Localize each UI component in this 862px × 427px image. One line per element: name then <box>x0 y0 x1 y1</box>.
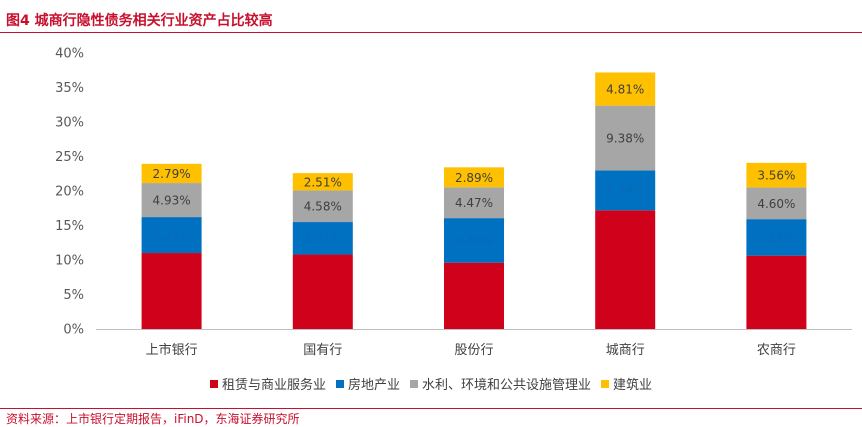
data-label: 4.81% <box>606 83 644 97</box>
legend-label: 水利、环境和公共设施管理业 <box>422 378 592 393</box>
bar-segment <box>444 218 504 263</box>
y-tick-label: 40% <box>55 47 84 62</box>
y-tick-label: 20% <box>55 185 84 200</box>
data-label: 4.47% <box>455 196 493 210</box>
data-label: 11.01% <box>149 285 195 299</box>
title-divider <box>0 32 862 33</box>
data-label: 10.63% <box>754 286 800 300</box>
bar-segment <box>292 254 353 329</box>
chart-legend: 租赁与商业服务业 房地产业 水利、环境和公共设施管理业 建筑业 <box>0 374 862 394</box>
y-tick-label: 15% <box>55 219 84 234</box>
bar-segment <box>444 262 504 329</box>
bar-segment <box>141 183 202 218</box>
bar-segment <box>444 187 504 219</box>
x-category-label: 国有行 <box>303 343 342 358</box>
bar-segment <box>292 173 353 191</box>
legend-item: 房地产业 <box>335 374 400 393</box>
data-label: 2.89% <box>455 171 493 185</box>
footer-divider <box>0 408 862 409</box>
bar-segment <box>746 187 807 220</box>
legend-swatch <box>410 379 418 388</box>
bar-segment <box>595 105 656 171</box>
bar-segment <box>141 253 202 329</box>
x-category-label: 股份行 <box>454 343 493 358</box>
bar-segment <box>444 167 504 188</box>
data-label: 3.56% <box>757 169 795 183</box>
data-label: 10.79% <box>300 285 346 299</box>
data-label: 4.58% <box>304 200 342 214</box>
y-tick-label: 10% <box>55 254 84 269</box>
y-tick-label: 30% <box>55 116 84 131</box>
y-tick-label: 5% <box>63 288 84 303</box>
legend-item: 建筑业 <box>601 374 652 393</box>
legend-label: 建筑业 <box>613 378 653 393</box>
data-label: 2.51% <box>304 175 342 189</box>
data-label: 4.60% <box>757 197 795 211</box>
data-label: 4.71% <box>304 232 342 246</box>
source-note: 资料来源：上市银行定期报告，iFinD，东海证券研究所 <box>6 412 300 426</box>
bar-segment <box>746 255 807 329</box>
legend-item: 租赁与商业服务业 <box>209 374 326 393</box>
y-tick-label: 0% <box>63 323 84 338</box>
data-label: 5.21% <box>153 229 191 243</box>
legend-label: 房地产业 <box>347 378 400 393</box>
data-label: 5.79% <box>606 184 644 198</box>
bar-segment <box>292 190 353 223</box>
bar-segment <box>746 219 807 256</box>
legend-swatch <box>209 379 218 388</box>
data-label: 5.29% <box>757 231 795 245</box>
legend-swatch <box>335 379 344 388</box>
figure-title: 图4 城商行隐性债务相关行业资产占比较高 <box>6 13 273 29</box>
figure-header: 图4 城商行隐性债务相关行业资产占比较高 <box>0 0 862 36</box>
y-tick-label: 25% <box>55 150 84 165</box>
legend-label: 租赁与商业服务业 <box>221 378 326 393</box>
bar-segment <box>746 162 807 188</box>
data-label: 4.93% <box>153 194 191 208</box>
bar-segment <box>292 222 353 255</box>
data-label: 17.20% <box>602 263 648 277</box>
x-category-label: 农商行 <box>757 343 796 358</box>
data-label: 2.79% <box>153 167 191 181</box>
x-category-label: 城商行 <box>606 343 645 358</box>
data-label: 9.61% <box>455 289 493 303</box>
x-category-label: 上市银行 <box>146 342 198 358</box>
bar-segment <box>595 72 656 106</box>
legend-swatch <box>601 379 610 388</box>
stacked-bar-chart: 0% 5% 10% 15% 20% 25% 30% 35% 40% 11.01% 5.21% 4.93… <box>55 47 852 358</box>
y-tick-label: 35% <box>55 81 84 96</box>
bar-segment <box>595 170 656 211</box>
bar-segment <box>595 210 656 329</box>
data-label: 6.46% <box>455 234 493 248</box>
bar-segment <box>141 163 202 184</box>
data-label: 9.38% <box>606 132 644 146</box>
bar-segment <box>141 217 202 254</box>
legend-item: 水利、环境和公共设施管理业 <box>410 374 591 393</box>
